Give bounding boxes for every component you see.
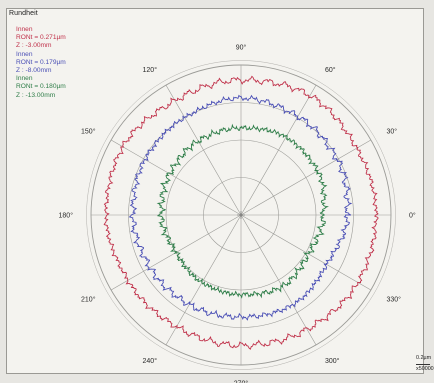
series-line [103, 75, 379, 350]
legend-entry: Innen RONt = 0.271µm Z : -3.00mm [16, 26, 90, 51]
angle-tick-label: 180° [59, 212, 74, 220]
scale-value: 0.2µm [416, 355, 432, 361]
angle-tick-label: 240° [143, 357, 158, 365]
scale-bar [416, 364, 430, 365]
legend: Innen RONt = 0.271µm Z : -3.00mm Innen R… [16, 26, 90, 100]
legend-z-value: Z : -8.00mm [16, 67, 52, 75]
legend-entry: Innen RONt = 0.179µm Z : -8.00mm [16, 51, 90, 76]
legend-entry: Innen RONt = 0.180µm Z : -13.00mm [16, 75, 90, 100]
series-line [128, 94, 353, 321]
legend-side-label: Innen [16, 26, 33, 33]
angle-tick-label: 120° [143, 66, 158, 74]
grid-spoke [165, 214, 242, 346]
angle-tick-label: 90° [236, 44, 247, 52]
angle-tick-label: 30° [386, 128, 397, 136]
panel-title: Rundheit [9, 10, 38, 17]
legend-z-value: Z : -3.00mm [16, 42, 52, 50]
angle-tick-label: 330° [386, 296, 401, 304]
legend-side-label: Innen [16, 50, 33, 58]
angle-tick-label: 210° [81, 296, 96, 304]
series-layer [103, 75, 379, 350]
grid-spoke [165, 84, 242, 216]
series-line [156, 123, 329, 299]
legend-ront-value: RONt = 0.180µm [16, 83, 66, 91]
angle-tick-label: 0° [409, 212, 416, 220]
angle-tick-label: 60° [325, 66, 336, 74]
grid-spoke [240, 214, 372, 291]
scale-indicator: 0.2µm x50000 [416, 354, 434, 374]
center-crosshair [237, 211, 245, 219]
scale-magnification: x50000 [416, 366, 434, 372]
legend-ront-value: RONt = 0.179µm [16, 58, 66, 66]
legend-z-value: Z : -13.00mm [16, 91, 56, 99]
grid-spoke [240, 214, 317, 346]
legend-ront-value: RONt = 0.271µm [16, 34, 66, 42]
angle-tick-label: 270° [234, 380, 249, 383]
grid-ring [86, 60, 396, 370]
grid-spoke [240, 84, 317, 216]
angle-tick-label: 300° [325, 357, 340, 365]
grid-spoke [110, 139, 242, 216]
angle-tick-label: 150° [81, 128, 96, 136]
polar-grid [86, 60, 396, 370]
legend-side-label: Innen [16, 75, 33, 83]
grid-spoke [240, 139, 372, 216]
angle-labels: 0° 30° 60° 90° 120° 150° 180° 210° 240° 270° 300° 3… [59, 44, 416, 383]
